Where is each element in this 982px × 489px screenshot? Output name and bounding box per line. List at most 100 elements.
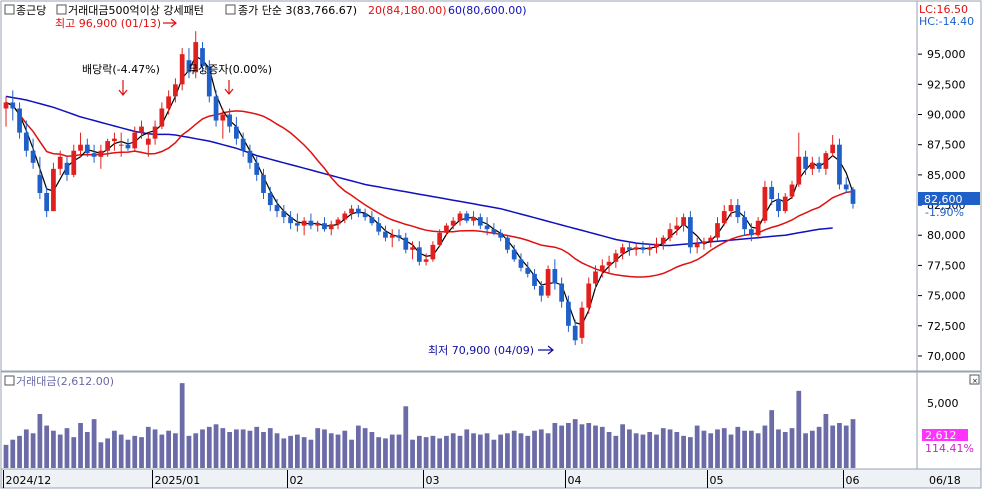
- volume-bar: [328, 433, 334, 468]
- volume-bar: [450, 433, 456, 468]
- candle-body: [579, 307, 585, 338]
- volume-bar: [843, 425, 849, 468]
- x-tick-label: 04: [568, 474, 582, 487]
- candle-body: [206, 66, 212, 97]
- volume-bar: [17, 435, 22, 468]
- candle-body: [606, 261, 612, 266]
- volume-bar: [335, 434, 341, 468]
- volume-bar: [261, 432, 266, 468]
- candle-body: [620, 247, 625, 254]
- bonus-issue-arrow-icon: [224, 80, 234, 95]
- candle-body: [735, 205, 741, 218]
- volume-bar: [98, 442, 104, 468]
- candle-body: [674, 225, 680, 230]
- volume-bar: [410, 439, 415, 468]
- stock-checkbox[interactable]: [4, 4, 15, 15]
- volume-bar: [423, 437, 429, 468]
- volume-bar: [173, 433, 178, 468]
- volume-axis-frame: [916, 371, 982, 470]
- candle-body: [322, 223, 327, 230]
- volume-bar: [152, 429, 158, 468]
- x-tick-label: 06: [846, 474, 860, 487]
- candle-body: [152, 126, 158, 139]
- candle-body: [464, 213, 470, 221]
- high-annotation: 최고 96,900 (01/13): [55, 17, 161, 30]
- volume-bar: [389, 434, 395, 468]
- candle-body: [728, 205, 734, 212]
- volume-bar: [572, 419, 578, 468]
- volume-bar: [78, 423, 83, 468]
- ma-checkbox[interactable]: [225, 4, 236, 15]
- volume-collapse-button[interactable]: [969, 374, 980, 385]
- volume-bar: [403, 406, 409, 468]
- candle-body: [748, 229, 754, 236]
- candle-body: [403, 237, 409, 250]
- candle-body: [538, 285, 544, 296]
- candle-body: [51, 168, 56, 212]
- candle-body: [383, 231, 388, 238]
- low-arrow-icon: [538, 345, 554, 355]
- y-tick-label: 70,000: [927, 350, 966, 363]
- volume-bar: [667, 429, 673, 468]
- volume-bar: [498, 434, 504, 468]
- volume-bar: [125, 439, 131, 468]
- y-tick-label: 72,500: [927, 320, 966, 333]
- volume-bar: [234, 429, 239, 468]
- candle-body: [660, 237, 666, 244]
- volume-bar: [593, 425, 598, 468]
- volume-bar: [538, 429, 544, 468]
- volume-y-tick: 5,000: [927, 397, 959, 410]
- x-axis-band: [0, 468, 982, 489]
- volume-bar: [491, 439, 497, 468]
- candle-body: [681, 217, 686, 226]
- volume-bar: [762, 425, 768, 468]
- candle-body: [410, 247, 415, 250]
- volume-bar: [227, 432, 232, 468]
- candle-body: [498, 232, 504, 238]
- candle-body: [139, 126, 144, 133]
- volume-bar: [850, 419, 856, 468]
- candle-body: [633, 247, 639, 250]
- volume-bar: [349, 439, 354, 468]
- volume-bar: [586, 423, 592, 468]
- volume-checkbox[interactable]: [4, 375, 15, 386]
- candle-body: [186, 60, 192, 73]
- ma60-line: [5, 95, 833, 247]
- bonus-issue-annotation: 무상증자(0.00%): [188, 63, 272, 76]
- volume-bar: [627, 429, 632, 468]
- volume-bar: [457, 435, 463, 468]
- volume-bar: [57, 434, 63, 468]
- volume-bar: [213, 424, 219, 468]
- hc-label: HC:-14.40: [919, 15, 974, 28]
- candle-body: [17, 108, 22, 133]
- candle-body: [627, 247, 632, 250]
- volume-bar: [803, 433, 808, 468]
- y-tick-label: 80,000: [927, 229, 966, 242]
- last-price-tag: [918, 192, 980, 205]
- indicator-checkbox[interactable]: [56, 4, 67, 15]
- volume-bar: [3, 444, 9, 468]
- candle-body: [809, 162, 815, 169]
- candle-body: [545, 269, 551, 296]
- candle-body: [173, 84, 178, 97]
- volume-bar: [613, 435, 619, 468]
- candle-body: [335, 219, 341, 225]
- volume-bar: [809, 430, 815, 468]
- candle-body: [586, 283, 592, 308]
- candle-body: [444, 225, 449, 233]
- volume-bar: [545, 433, 551, 468]
- y-tick-label: 87,500: [927, 139, 966, 152]
- volume-bar: [315, 428, 321, 468]
- dividend-arrow-icon: [118, 80, 128, 96]
- candlestick-series: [3, 31, 856, 346]
- candle-body: [376, 223, 382, 232]
- volume-bar: [369, 432, 375, 468]
- candle-body: [98, 150, 104, 157]
- lc-label: LC:16.50: [919, 3, 968, 16]
- volume-bar: [559, 425, 565, 468]
- volume-bar: [694, 425, 700, 468]
- stock-name-label: 종근당: [16, 4, 46, 17]
- volume-title: 거래대금(2,612.00): [16, 375, 114, 388]
- volume-bar: [247, 430, 253, 468]
- volume-bar: [444, 435, 449, 468]
